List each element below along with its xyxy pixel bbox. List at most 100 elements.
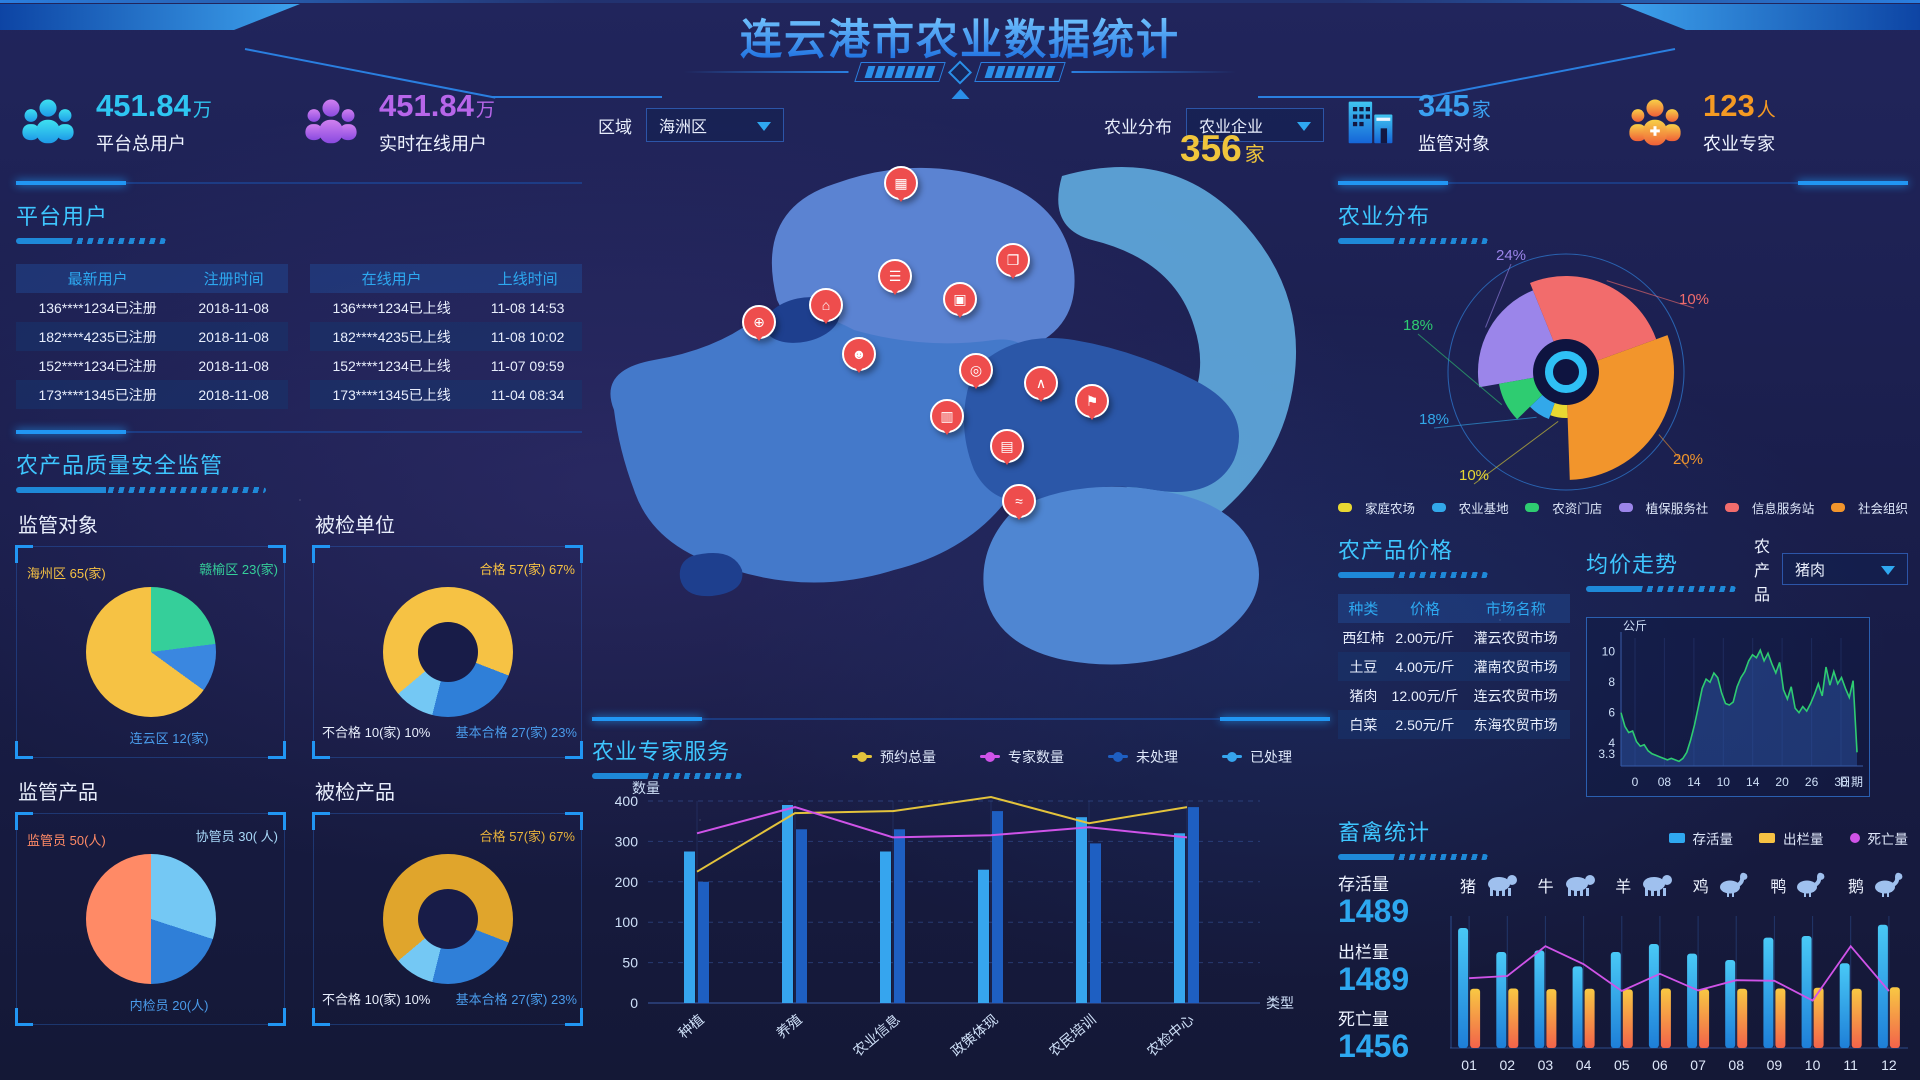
chart-title: 监管对象 <box>18 515 98 537</box>
legend-item-死亡量[interactable]: 死亡量 <box>1849 828 1908 848</box>
svg-text:08: 08 <box>1658 775 1672 789</box>
legend-marker <box>1108 751 1128 762</box>
online-table: 在线用户 上线时间 136****1234已上线 11-08 14:53 182****… <box>310 264 582 409</box>
map-pin-grid-icon[interactable]: ▦ <box>884 166 918 200</box>
section-title-decoration <box>592 773 742 779</box>
price-trend-chart[interactable]: 公斤 10 8 6 4 3.3 0 08 14 10 14 20 26 30 日期 <box>1585 617 1870 797</box>
corner-bracket <box>268 741 286 759</box>
map-pin-flag-icon[interactable]: ⚑ <box>1075 384 1109 418</box>
legend-item-已处理[interactable]: 已处理 <box>1222 747 1292 767</box>
chicken-icon <box>1719 872 1748 897</box>
legend-item-信息服务站[interactable]: 信息服务站 <box>1724 498 1814 517</box>
map-pin-mountain-icon[interactable]: ∧ <box>1024 366 1058 400</box>
svg-text:6: 6 <box>1608 706 1615 720</box>
chart-card[interactable]: 合格 57(家) 67% 基本合格 27(家) 23% 不合格 10(家) 10% <box>312 812 583 1026</box>
animal-item-鸡[interactable]: 鸡 <box>1693 872 1751 898</box>
quality-charts-grid: 监管对象海州区 65(家) 赣榆区 23(家) 连云区 12(家) 被检单位 合格 57… <box>15 505 583 1026</box>
region-label: 区域 <box>598 117 632 137</box>
map-pin-factory-icon[interactable]: ▣ <box>943 282 977 316</box>
legend-item-未处理[interactable]: 未处理 <box>1108 747 1178 767</box>
slice-label: 海州区 65(家) <box>27 566 106 581</box>
pin-glyph: ∧ <box>1035 375 1047 391</box>
animal-item-鹅[interactable]: 鹅 <box>1848 872 1906 898</box>
map-pin-building-icon[interactable]: ▥ <box>930 399 964 433</box>
map-pin-user-icon[interactable]: ☻ <box>842 337 876 371</box>
header-line <box>1258 96 1428 98</box>
section-title-decoration <box>1338 572 1488 578</box>
section-title-decoration <box>16 238 166 244</box>
chart-card[interactable]: 监管员 50(人) 协管员 30( 人) 内检员 20(人) <box>15 812 286 1026</box>
map-pin-bookmark-icon[interactable]: ❐ <box>996 243 1030 277</box>
distribution-select[interactable]: 农业企业 <box>1186 108 1324 142</box>
svg-text:14: 14 <box>1687 775 1701 789</box>
legend-item-预约总量[interactable]: 预约总量 <box>852 747 936 767</box>
animal-item-鸭[interactable]: 鸭 <box>1770 872 1828 898</box>
livestock-chart[interactable]: 01 02 03 04 05 06 07 08 09 10 11 12 <box>1450 910 1908 1080</box>
livestock-stat-死亡量: 死亡量 1456 <box>1338 1005 1450 1064</box>
expert-service-chart[interactable]: 数量 0 50 100 200 300 400 类型 种植 养殖 农业信息 政策体现 农民培训 农检中心 <box>592 780 1330 1080</box>
pin-glyph: ≈ <box>1015 493 1023 509</box>
legend-item-家庭农场[interactable]: 家庭农场 <box>1338 498 1415 517</box>
legend-item-植保服务社[interactable]: 植保服务社 <box>1618 498 1708 517</box>
legend-item-出栏量[interactable]: 出栏量 <box>1759 828 1824 848</box>
section-title: 农产品质量安全监管 <box>16 453 224 478</box>
legend-item-农业基地[interactable]: 农业基地 <box>1431 498 1509 517</box>
map-pin-list-icon[interactable]: ☰ <box>878 259 912 293</box>
pin-glyph: ☻ <box>851 346 867 362</box>
table-row: 136****1234已上线 11-08 14:53 <box>310 293 582 322</box>
legend-item-农资门店[interactable]: 农资门店 <box>1525 498 1602 517</box>
table-row: 土豆 4.00元/斤 灌南农贸市场 <box>1338 652 1570 681</box>
emblem-diamond-icon <box>947 59 973 85</box>
animal-item-牛[interactable]: 牛 <box>1538 872 1596 898</box>
table-cell: 182****4235已注册 <box>38 328 157 345</box>
section-title-wrap: 农业专家服务 <box>592 734 742 779</box>
legend-marker <box>1668 832 1685 843</box>
legend-item-社会组织[interactable]: 社会组织 <box>1830 498 1908 517</box>
product-select[interactable]: 猪肉 <box>1782 553 1908 585</box>
table-cell: 152****1234已注册 <box>38 357 157 374</box>
emblem-line <box>683 71 849 73</box>
map-pin-locate-icon[interactable]: ◎ <box>959 353 993 387</box>
map-pin-home-icon[interactable]: ⌂ <box>809 288 843 322</box>
price-section: 农产品价格 种类 价格 市场名称 西红柿 2.00元/斤 灌云农贸市场 土豆 4.00元/斤 灌… <box>1338 533 1570 797</box>
svg-text:10%: 10% <box>1459 467 1489 484</box>
animal-item-羊[interactable]: 羊 <box>1615 872 1673 898</box>
emblem-triangle-icon <box>951 89 969 99</box>
section-title: 平台用户 <box>16 204 109 229</box>
stat-label: 农业专家 <box>1703 134 1775 154</box>
agri-distribution-chart[interactable]: 24% 10% 20% 10% 18% 18% <box>1338 246 1908 496</box>
section-title: 农产品价格 <box>1338 538 1454 563</box>
slice-label: 合格 57(家) 67% <box>479 829 575 844</box>
chart-card[interactable]: 海州区 65(家) 赣榆区 23(家) 连云区 12(家) <box>15 545 286 759</box>
corner-bracket <box>565 545 583 563</box>
region-select[interactable]: 海洲区 <box>646 108 784 142</box>
map-pin-globe-icon[interactable]: ⊕ <box>742 305 776 339</box>
chart-title: 被检产品 <box>315 782 395 804</box>
legend-item-专家数量[interactable]: 专家数量 <box>980 747 1064 767</box>
svg-text:3.3: 3.3 <box>1598 747 1615 761</box>
quality-chart-inspected-unit: 被检单位 合格 57(家) 67% 基本合格 27(家) 23% 不合格 10(家) … <box>312 505 583 759</box>
table-row: 173****1345已注册 2018-11-08 <box>16 380 288 409</box>
emblem-line <box>1071 71 1237 73</box>
svg-text:数量: 数量 <box>632 781 660 796</box>
map-pin-grass-icon[interactable]: ≈ <box>1002 484 1036 518</box>
stat-value: 1489 <box>1338 960 1410 997</box>
map-pin-bank-icon[interactable]: ▤ <box>990 429 1024 463</box>
section-quality-supervision: 农产品质量安全监管 <box>16 448 582 493</box>
slice-label: 内检员 20(人) <box>129 998 209 1013</box>
chart-card[interactable]: 合格 57(家) 67% 基本合格 27(家) 23% 不合格 10(家) 10% <box>312 545 583 759</box>
section-title-decoration <box>1338 854 1488 860</box>
table-cell: 136****1234已上线 <box>332 299 451 316</box>
region-map[interactable]: ▦ ☰ ⌂ ⊕ ☻ ▣ ❐ ◎ ∧ ⚑ ▥ ▤ ≈ <box>592 148 1330 696</box>
pin-glyph: ▤ <box>1000 438 1014 454</box>
animal-item-猪[interactable]: 猪 <box>1460 872 1518 898</box>
pin-glyph: ❐ <box>1006 252 1020 268</box>
svg-text:14: 14 <box>1746 775 1760 789</box>
legend-item-存活量[interactable]: 存活量 <box>1668 828 1733 848</box>
table-cell: 182****4235已上线 <box>332 328 451 345</box>
livestock-legend: 存活量 出栏量 死亡量 <box>1668 828 1908 848</box>
svg-text:10: 10 <box>1805 1057 1821 1073</box>
slice-label: 协管员 30( 人) <box>195 829 278 844</box>
column-header: 价格 <box>1409 601 1440 618</box>
svg-text:05: 05 <box>1614 1057 1630 1073</box>
